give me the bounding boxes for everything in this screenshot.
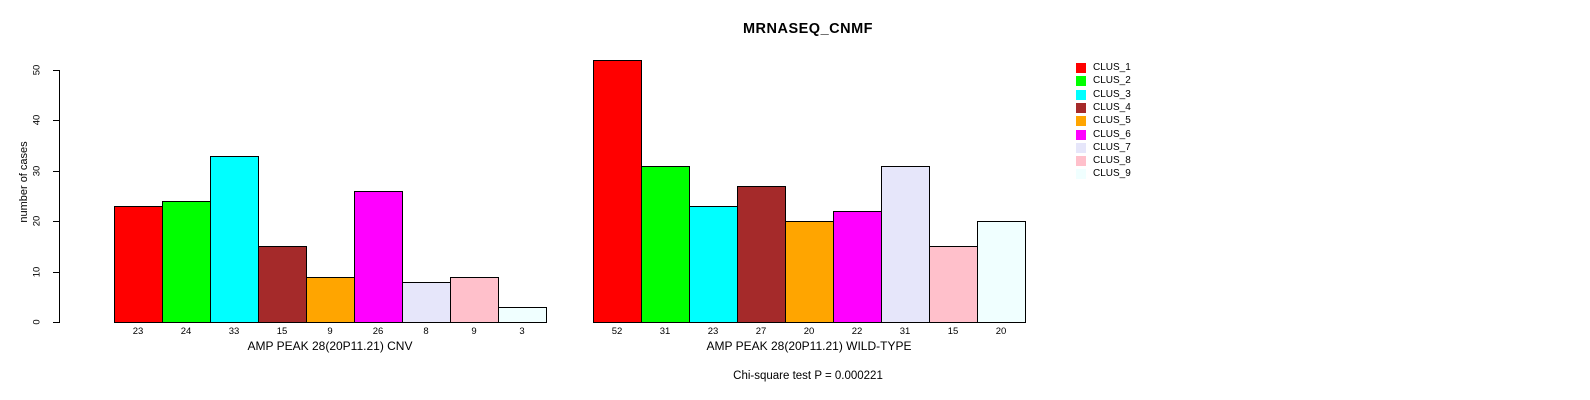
chart-title: MRNASEQ_CNMF	[742, 21, 874, 37]
legend-swatch	[1076, 142, 1086, 153]
legend-swatch	[1076, 169, 1086, 180]
legend-swatch	[1076, 102, 1086, 113]
y-axis-tick-label: 30	[31, 165, 43, 177]
chi-square-note: Chi-square test P = 0.000221	[733, 370, 883, 382]
bar	[306, 276, 355, 323]
bar-value-label: 33	[228, 326, 240, 337]
y-axis-tick-label: 40	[31, 115, 43, 126]
legend-swatch	[1076, 116, 1086, 127]
bar-value-label: 31	[659, 326, 671, 337]
bar-value-label: 15	[276, 326, 288, 337]
bar	[162, 201, 211, 323]
bar	[450, 276, 499, 323]
bar	[210, 155, 259, 323]
bar	[354, 190, 403, 323]
bar	[114, 206, 163, 323]
x-axis-label-wild-type: AMP PEAK 28(20P11.21) WILD-TYPE	[706, 339, 912, 353]
legend-label: CLUS_9	[1093, 168, 1131, 180]
y-axis-tick-label: 0	[31, 319, 43, 325]
bar-value-label: 20	[995, 326, 1007, 337]
bar-value-label: 31	[899, 326, 911, 337]
bar-value-label: 20	[803, 326, 815, 337]
bar	[785, 221, 834, 323]
bar-value-label: 15	[947, 326, 959, 337]
legend-swatch	[1076, 89, 1086, 100]
bar-value-label: 52	[611, 326, 623, 337]
bar	[977, 221, 1026, 323]
legend-label: CLUS_2	[1093, 75, 1131, 87]
bar	[881, 165, 930, 323]
bar-value-label: 27	[755, 326, 767, 337]
bar-value-label: 3	[519, 326, 525, 337]
legend-swatch	[1076, 76, 1086, 87]
x-axis-label-cnv: AMP PEAK 28(20P11.21) CNV	[247, 339, 413, 353]
bar	[833, 211, 882, 323]
y-axis-tick	[53, 70, 59, 71]
bar	[258, 246, 307, 323]
bar-value-label: 8	[423, 326, 429, 337]
bar	[929, 246, 978, 323]
legend-swatch	[1076, 156, 1086, 167]
bar-value-label: 26	[372, 326, 384, 337]
y-axis-label: number of cases	[18, 141, 30, 223]
legend-swatch	[1076, 63, 1086, 73]
bar-value-label: 9	[471, 326, 477, 337]
legend-label: CLUS_4	[1093, 101, 1131, 113]
bar	[402, 281, 451, 323]
bar-value-label: 23	[707, 326, 719, 337]
bar	[593, 59, 642, 323]
legend-label: CLUS_6	[1093, 128, 1131, 140]
bar-value-label: 23	[132, 326, 144, 337]
legend-label: CLUS_1	[1093, 62, 1131, 73]
legend-label: CLUS_8	[1093, 155, 1131, 167]
y-axis-tick	[53, 221, 59, 223]
bar	[737, 185, 786, 323]
bar-value-label: 22	[851, 326, 863, 337]
legend-label: CLUS_5	[1093, 115, 1131, 127]
bar	[498, 306, 547, 323]
legend-label: CLUS_3	[1093, 88, 1131, 100]
legend-swatch	[1076, 129, 1086, 140]
y-axis-tick-label: 20	[31, 215, 43, 227]
bar-value-label: 24	[180, 326, 192, 337]
y-axis-tick	[53, 271, 59, 273]
legend-label: CLUS_7	[1093, 141, 1131, 153]
y-axis-tick-label: 50	[31, 64, 43, 76]
y-axis-tick-label: 10	[31, 266, 43, 277]
y-axis-tick	[53, 322, 59, 323]
y-axis-tick	[53, 120, 59, 122]
y-axis-tick	[53, 170, 59, 172]
y-axis	[59, 70, 60, 323]
bar	[689, 206, 738, 323]
bar-value-label: 9	[327, 326, 333, 337]
bar	[641, 165, 690, 323]
